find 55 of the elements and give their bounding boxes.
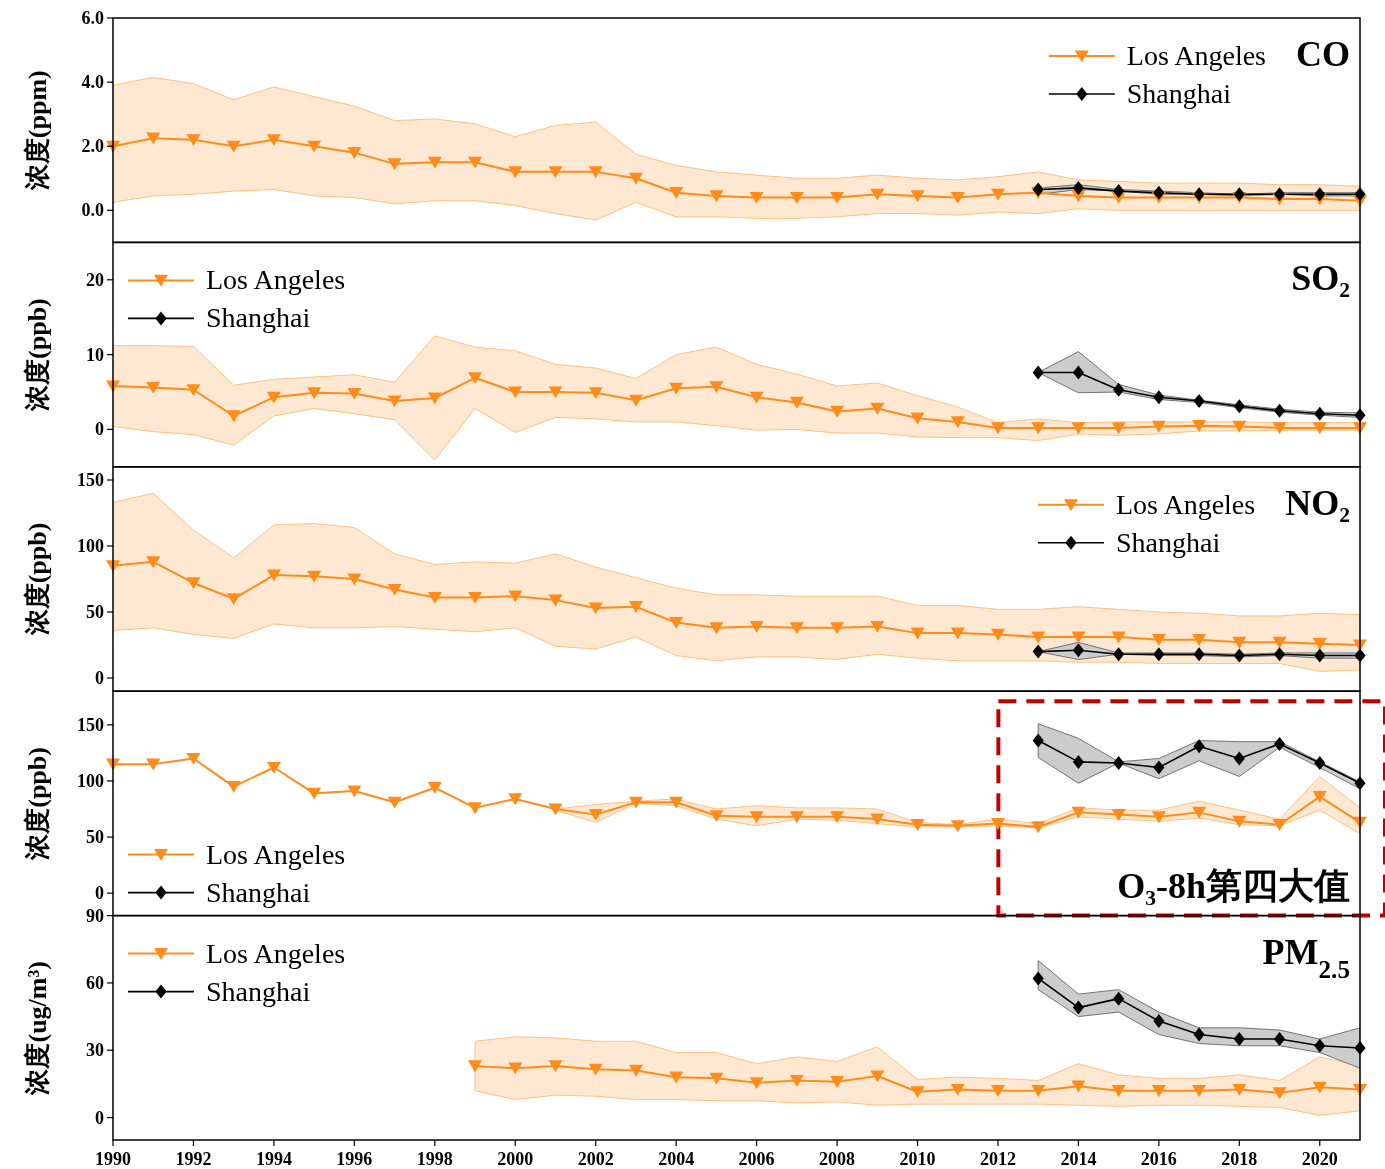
chart-title: NO₂	[1285, 482, 1350, 523]
y-tick-label: 0	[95, 1107, 104, 1128]
y-tick-label: 10	[86, 344, 104, 365]
legend-label: Los Angeles	[206, 937, 346, 969]
x-tick-label: 2020	[1301, 1149, 1338, 1169]
x-tick-label: 2000	[497, 1149, 534, 1169]
x-tick-label: 1994	[255, 1149, 292, 1169]
y-tick-label: 100	[77, 536, 104, 556]
y-tick-label: 100	[77, 770, 104, 791]
y-tick-label: 90	[86, 905, 104, 926]
legend-label: Los Angeles	[206, 838, 346, 870]
y-axis-title: 浓度(ug/m³)	[23, 961, 52, 1096]
x-tick-label: 2006	[738, 1149, 775, 1169]
text: PM$_{2.5}$	[1262, 931, 1350, 983]
x-tick-label: 2014	[1060, 1149, 1097, 1169]
legend-label: Los Angeles	[206, 264, 346, 296]
chart-title: SO₂	[1291, 258, 1350, 299]
x-tick-label: 1998	[416, 1149, 453, 1169]
y-tick-label: 20	[86, 269, 104, 290]
y-tick-label: 0	[95, 883, 104, 904]
x-tick-label: 2002	[577, 1149, 614, 1169]
y-tick-label: 4.0	[81, 72, 104, 93]
x-tick-label: 1996	[336, 1149, 373, 1169]
text: CO	[1296, 34, 1350, 74]
x-tick-label: 2018	[1221, 1149, 1258, 1169]
y-tick-label: 50	[86, 827, 104, 848]
x-tick-label: 2012	[979, 1149, 1016, 1169]
legend-label: Shanghai	[1126, 78, 1232, 109]
y-tick-label: 50	[86, 602, 104, 622]
y-tick-label: 2.0	[81, 136, 104, 157]
y-axis-title: 浓度(ppb)	[23, 522, 52, 637]
legend-label: Shanghai	[1115, 526, 1221, 558]
x-tick-label: 1990	[95, 1149, 131, 1169]
x-tick-label: 2004	[658, 1149, 695, 1169]
legend-label: Shanghai	[206, 302, 311, 334]
text: O₃-8h第四大值	[1117, 865, 1350, 906]
legend-label: Los Angeles	[1115, 488, 1256, 520]
y-tick-label: 6.0	[81, 8, 104, 28]
y-axis-title: 浓度(ppb)	[23, 747, 52, 861]
y-tick-label: 30	[86, 1040, 104, 1061]
x-tick-label: 1992	[175, 1149, 212, 1169]
y-axis-title: 浓度(ppb)	[23, 298, 52, 412]
y-axis-title: 浓度(ppm)	[23, 70, 52, 192]
y-tick-label: 150	[77, 470, 104, 490]
legend-label: Shanghai	[206, 975, 311, 1007]
legend-label: Los Angeles	[1126, 40, 1266, 71]
x-tick-label: 2010	[899, 1149, 936, 1169]
y-tick-label: 0.0	[81, 200, 104, 221]
y-tick-label: 150	[77, 714, 104, 735]
legend-label: Shanghai	[206, 876, 311, 908]
y-tick-label: 0	[95, 668, 104, 688]
x-tick-label: 2016	[1140, 1149, 1177, 1169]
x-tick-label: 2008	[819, 1149, 856, 1169]
y-tick-label: 0	[95, 419, 104, 440]
y-tick-label: 60	[86, 972, 104, 993]
